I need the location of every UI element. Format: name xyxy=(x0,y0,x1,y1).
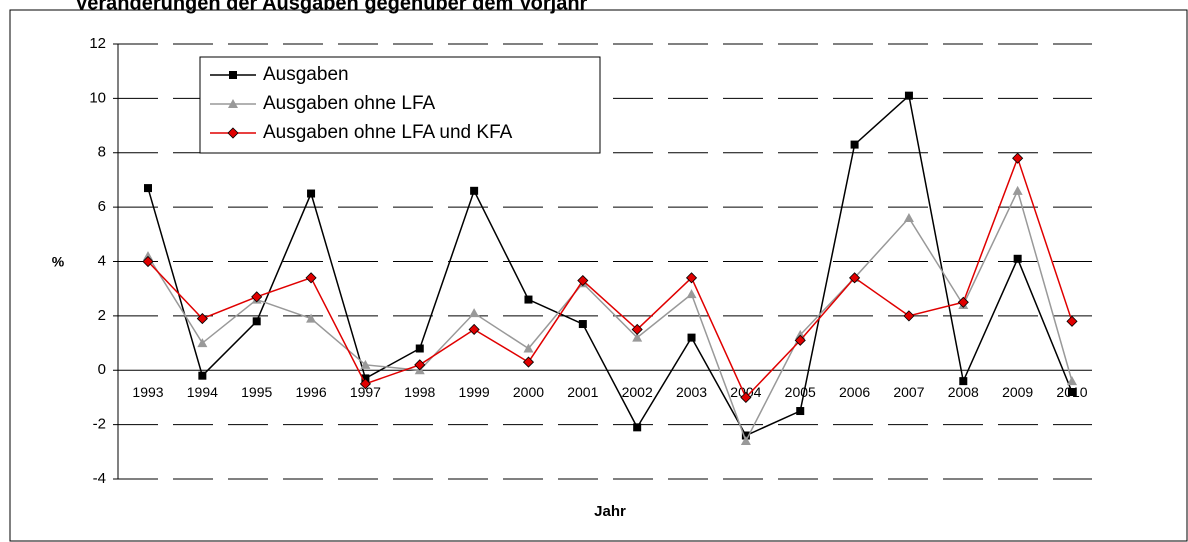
marker xyxy=(1068,388,1076,396)
marker xyxy=(468,323,480,336)
marker xyxy=(1012,152,1024,164)
marker xyxy=(305,272,317,284)
x-tick-label: 2000 xyxy=(513,384,544,400)
x-tick-label: 1996 xyxy=(295,384,326,400)
x-tick-label: 1994 xyxy=(187,384,218,400)
marker xyxy=(957,296,969,308)
x-tick-label: 2006 xyxy=(839,384,870,400)
marker xyxy=(522,356,535,368)
x-tick-label: 1997 xyxy=(350,384,381,400)
marker xyxy=(740,435,751,445)
marker xyxy=(632,332,643,342)
y-tick-label: 2 xyxy=(98,307,106,324)
marker xyxy=(197,338,208,348)
legend-marker xyxy=(227,127,239,139)
legend-label: Ausgaben ohne LFA xyxy=(263,93,436,114)
marker xyxy=(469,308,480,318)
marker xyxy=(1067,376,1077,386)
marker xyxy=(577,274,589,287)
marker xyxy=(360,359,371,369)
marker xyxy=(849,272,861,284)
marker xyxy=(687,333,696,342)
y-tick-label: 8 xyxy=(98,144,106,161)
marker xyxy=(1012,185,1023,195)
x-tick-label: 2001 xyxy=(567,384,598,400)
marker xyxy=(904,91,913,100)
x-tick-label: 2004 xyxy=(730,384,761,400)
marker xyxy=(1066,315,1078,327)
x-tick-label: 2008 xyxy=(948,384,979,400)
marker xyxy=(850,140,859,149)
marker xyxy=(740,391,752,404)
marker xyxy=(959,377,968,386)
marker xyxy=(903,310,915,322)
x-tick-label: 2005 xyxy=(785,384,816,400)
x-axis-label: Jahr xyxy=(594,503,626,520)
x-tick-label: 2003 xyxy=(676,384,707,400)
y-tick-label: 0 xyxy=(98,361,106,378)
marker xyxy=(903,213,914,222)
marker xyxy=(306,313,317,323)
y-tick-label: 10 xyxy=(89,89,106,106)
marker xyxy=(144,184,152,193)
marker xyxy=(196,313,208,325)
y-tick-label: -4 xyxy=(93,470,106,487)
marker xyxy=(794,334,806,346)
marker xyxy=(359,378,371,390)
marker xyxy=(1013,254,1022,263)
marker xyxy=(307,189,316,198)
marker xyxy=(633,423,642,432)
marker xyxy=(631,323,643,336)
series-line xyxy=(147,188,1073,443)
marker xyxy=(470,186,479,195)
series-line xyxy=(147,94,1073,437)
marker xyxy=(251,291,263,303)
x-tick-label: 1993 xyxy=(132,384,163,400)
x-tick-label: 1999 xyxy=(459,384,490,400)
marker xyxy=(578,320,587,329)
marker xyxy=(686,289,697,299)
series-line xyxy=(147,155,1073,399)
y-axis-label: % xyxy=(52,254,65,270)
legend-label: Ausgaben xyxy=(263,64,349,85)
marker xyxy=(198,371,207,380)
x-tick-label: 1995 xyxy=(241,384,272,400)
legend-box xyxy=(199,56,601,154)
marker xyxy=(523,343,534,353)
y-tick-label: -2 xyxy=(93,416,106,433)
chart-title: Veränderungen der Ausgaben gegenüber dem… xyxy=(75,0,588,14)
x-tick-label: 2002 xyxy=(622,384,653,400)
marker xyxy=(252,317,261,326)
marker xyxy=(741,431,750,440)
legend-label: Ausgaben ohne LFA und KFA xyxy=(263,122,513,143)
marker xyxy=(415,344,424,353)
marker xyxy=(796,407,805,416)
y-tick-label: 6 xyxy=(98,198,106,215)
marker xyxy=(414,359,426,371)
marker xyxy=(524,295,533,304)
x-tick-label: 1998 xyxy=(404,384,435,400)
y-tick-label: 12 xyxy=(89,35,106,52)
y-tick-label: 4 xyxy=(98,252,106,269)
x-tick-label: 2007 xyxy=(893,384,924,400)
marker xyxy=(142,255,154,268)
legend-marker xyxy=(229,71,237,79)
marker xyxy=(685,272,698,284)
marker xyxy=(143,251,153,261)
legend-marker xyxy=(228,99,238,108)
x-tick-label: 2009 xyxy=(1002,384,1033,400)
